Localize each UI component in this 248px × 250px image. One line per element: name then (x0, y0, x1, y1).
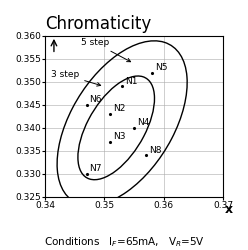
Text: N5: N5 (155, 63, 167, 72)
Text: N6: N6 (90, 95, 102, 104)
Text: Conditions   I$_F$=65mA,   V$_R$=5V: Conditions I$_F$=65mA, V$_R$=5V (43, 235, 205, 249)
Text: N3: N3 (113, 132, 126, 141)
Text: Chromaticity: Chromaticity (45, 15, 151, 33)
Text: N1: N1 (125, 76, 138, 86)
Text: 3 step: 3 step (51, 70, 101, 86)
Text: N7: N7 (90, 164, 102, 173)
Text: 5 step: 5 step (81, 38, 131, 62)
Text: N4: N4 (137, 118, 149, 127)
Text: N2: N2 (113, 104, 125, 113)
Text: N8: N8 (149, 146, 161, 154)
Text: x: x (225, 203, 233, 216)
